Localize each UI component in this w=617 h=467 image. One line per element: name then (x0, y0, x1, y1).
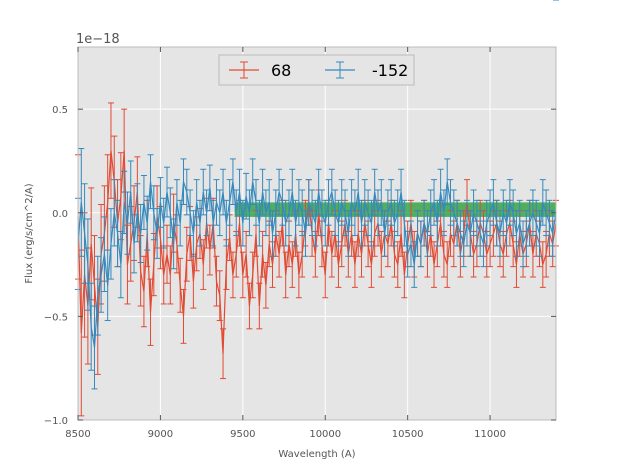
y-offset-label: 1e−18 (76, 32, 120, 47)
legend-entry: 68 (229, 61, 291, 80)
y-tick-label: 0.0 (52, 209, 68, 220)
x-tick-label: 9500 (230, 429, 255, 440)
plot-frame (77, 46, 557, 421)
series-line (77, 181, 557, 348)
y-tick-label: −1.0 (44, 416, 68, 427)
x-tick-label: 8500 (65, 429, 90, 440)
y-axis-label: Flux (erg/s/cm^2/A) (24, 183, 35, 283)
legend-label: 68 (271, 61, 291, 80)
series-layer (75, 0, 559, 417)
x-tick-label: 10500 (392, 429, 424, 440)
legend-entry: -152 (325, 61, 408, 80)
legend-label: -152 (372, 61, 408, 80)
y-tick-label: 0.5 (52, 105, 68, 116)
x-tick-label: 10000 (309, 429, 341, 440)
x-axis-label: Wavelength (A) (278, 449, 355, 460)
legend: 68 -152 (218, 54, 415, 86)
x-tick-label: 9000 (148, 429, 173, 440)
x-tick-label: 11000 (474, 429, 506, 440)
y-tick-label: −0.5 (44, 312, 68, 323)
ticks: 8500 9000 9500 10000 10500 11000 −1.0 −0.5 0.0 0.… (44, 47, 556, 440)
series-b (75, 0, 559, 390)
